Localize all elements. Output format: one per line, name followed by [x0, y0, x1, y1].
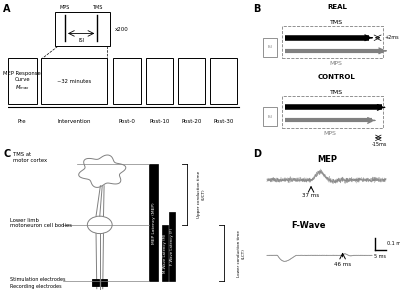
Text: Upper conduction time
(UCT): Upper conduction time (UCT): [197, 171, 206, 218]
FancyBboxPatch shape: [169, 212, 175, 281]
Text: Stimulation electrodes: Stimulation electrodes: [10, 277, 66, 282]
FancyBboxPatch shape: [101, 279, 107, 286]
Text: ISI: ISI: [267, 115, 272, 119]
Text: Post-20: Post-20: [181, 119, 202, 124]
Ellipse shape: [87, 216, 112, 234]
Text: A: A: [3, 4, 10, 15]
FancyBboxPatch shape: [178, 58, 205, 104]
Text: ISI: ISI: [267, 45, 272, 49]
FancyBboxPatch shape: [114, 58, 141, 104]
Text: Lower limb
motoneuron cell bodies: Lower limb motoneuron cell bodies: [10, 218, 72, 229]
Text: B: B: [253, 4, 260, 15]
Text: +2ms: +2ms: [384, 35, 398, 40]
Text: TMS at
motor cortex: TMS at motor cortex: [13, 152, 47, 163]
Text: Intervention: Intervention: [58, 119, 91, 124]
Text: D: D: [253, 149, 261, 160]
Text: MEP: MEP: [317, 155, 337, 164]
FancyBboxPatch shape: [149, 164, 158, 281]
FancyBboxPatch shape: [92, 279, 98, 286]
Text: -15ms: -15ms: [371, 142, 387, 147]
Text: Post-30: Post-30: [214, 119, 234, 124]
FancyBboxPatch shape: [263, 107, 277, 126]
FancyBboxPatch shape: [146, 58, 173, 104]
Text: C: C: [3, 149, 10, 160]
Text: CONTROL: CONTROL: [318, 74, 356, 80]
Text: ISI: ISI: [78, 38, 84, 43]
Text: MEP Response
Curve
$M_{max}$: MEP Response Curve $M_{max}$: [3, 71, 41, 92]
Text: 5 ms: 5 ms: [374, 254, 386, 259]
FancyBboxPatch shape: [162, 225, 168, 281]
Text: F-Wave Latency (F): F-Wave Latency (F): [170, 228, 174, 265]
FancyBboxPatch shape: [42, 58, 107, 104]
Text: MEP Latency (MEP): MEP Latency (MEP): [152, 202, 156, 244]
FancyBboxPatch shape: [8, 58, 36, 104]
Text: 37 ms: 37 ms: [302, 193, 320, 198]
Text: TMS: TMS: [330, 20, 344, 25]
Text: ~32 minutes: ~32 minutes: [57, 79, 92, 84]
Text: TMS: TMS: [330, 90, 344, 95]
Text: MPS: MPS: [329, 61, 342, 66]
Polygon shape: [79, 155, 126, 187]
Text: MPS: MPS: [324, 131, 336, 136]
FancyBboxPatch shape: [263, 38, 277, 57]
Text: REAL: REAL: [327, 4, 347, 10]
Text: MPS: MPS: [60, 5, 70, 10]
Text: TMS: TMS: [92, 5, 102, 10]
Text: Post-0: Post-0: [119, 119, 136, 124]
Text: x200: x200: [115, 27, 128, 32]
Text: M-Wave Latency (M): M-Wave Latency (M): [163, 234, 167, 273]
Text: F-Wave: F-Wave: [292, 221, 326, 229]
FancyBboxPatch shape: [210, 58, 237, 104]
Text: Post-10: Post-10: [149, 119, 170, 124]
Text: Lower conduction time
(LCT): Lower conduction time (LCT): [237, 230, 246, 276]
Text: 46 ms: 46 ms: [334, 262, 351, 267]
Text: Pre: Pre: [18, 119, 26, 124]
Text: 0.1 mV: 0.1 mV: [387, 241, 400, 246]
Text: Recording electrodes: Recording electrodes: [10, 284, 62, 289]
FancyBboxPatch shape: [55, 12, 110, 46]
